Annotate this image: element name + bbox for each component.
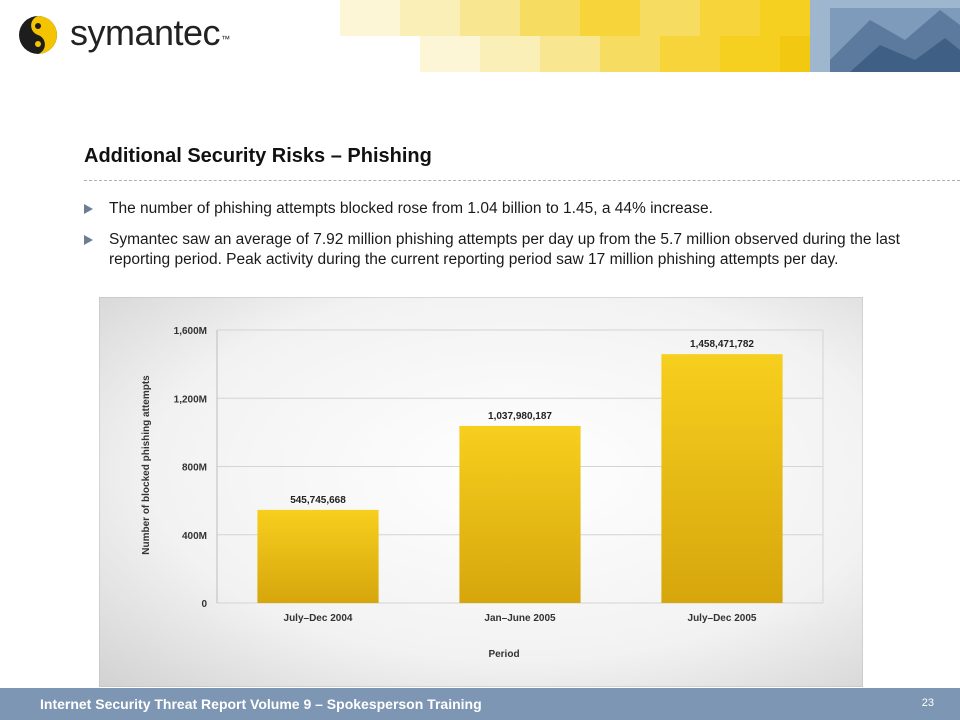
y-tick-label: 1,600M [174,326,207,337]
bullet-arrow-icon [84,204,93,214]
title-divider [84,180,960,181]
slide-title: Additional Security Risks – Phishing [84,145,432,167]
bar-chart: 0 400M 800M 1,200M 1,600M 545,745,668 July–Dec… [99,297,863,687]
bar [661,354,783,603]
x-tick-label: Jan–June 2005 [484,613,556,624]
x-tick-label: July–Dec 2004 [284,613,353,624]
symantec-logo-icon [19,16,57,54]
x-axis-title: Period [488,649,519,660]
logo-wordmark: symantec™ [70,12,230,53]
bar-value-label: 545,745,668 [290,495,346,506]
globe-image [810,0,960,72]
bar [459,425,581,603]
bullet-text: Symantec saw an average of 7.92 million … [109,231,900,268]
bullet-text: The number of phishing attempts blocked … [109,200,713,217]
trademark-symbol: ™ [221,34,230,44]
y-tick-label: 0 [201,599,207,610]
banner-yellow-tiles [340,0,850,72]
page-number: 23 [921,697,934,709]
x-tick-label: July–Dec 2005 [688,613,757,624]
footer-bar: Internet Security Threat Report Volume 9… [0,688,960,720]
bullet-item: Symantec saw an average of 7.92 million … [84,230,944,270]
bar-value-label: 1,458,471,782 [690,339,754,350]
bar [257,509,379,603]
y-tick-label: 400M [182,531,207,542]
y-tick-label: 800M [182,463,207,474]
footer-title: Internet Security Threat Report Volume 9… [40,696,482,712]
y-axis-title: Number of blocked phishing attempts [141,375,152,555]
header-banner [340,0,960,72]
bullet-arrow-icon [84,235,93,245]
bar-value-label: 1,037,980,187 [488,411,552,422]
y-tick-label: 1,200M [174,394,207,405]
bullet-item: The number of phishing attempts blocked … [84,199,944,219]
